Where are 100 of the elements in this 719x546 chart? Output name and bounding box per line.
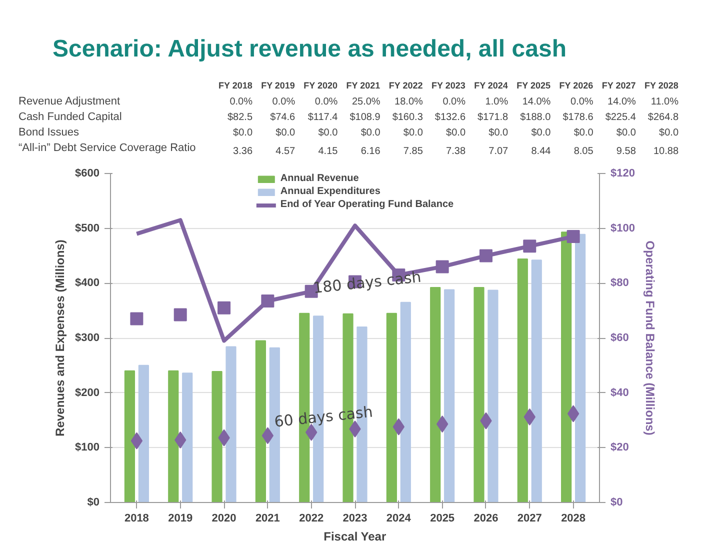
bar xyxy=(386,312,397,502)
bar xyxy=(488,290,498,502)
text: $0.0 xyxy=(446,128,466,138)
bar xyxy=(517,258,528,502)
y2-tick-label: $60 xyxy=(610,332,629,344)
text: 8.44 xyxy=(531,146,551,157)
x-tick-label: 2019 xyxy=(168,512,193,524)
text: 7.38 xyxy=(446,146,466,157)
legend-label: Annual Expenditures xyxy=(280,186,380,197)
x-tick-label: 2027 xyxy=(517,512,542,524)
text: $264.8 xyxy=(648,112,679,123)
point xyxy=(523,240,536,253)
bar xyxy=(400,302,411,502)
text: $108.9 xyxy=(350,112,380,123)
annotation: 180 days cash xyxy=(312,268,422,298)
x-tick-label: 2025 xyxy=(430,512,455,524)
bar xyxy=(561,232,572,502)
y2-tick-label: $100 xyxy=(610,222,635,234)
category-label: FY 2025 xyxy=(516,80,551,90)
y-tick-label: $200 xyxy=(75,386,100,399)
text: $0.0 xyxy=(574,128,594,138)
y-axis-title: Revenues and Expenses (Millions) xyxy=(53,240,68,436)
category-label: FY 2024 xyxy=(474,80,508,90)
bar xyxy=(531,260,542,502)
point xyxy=(174,308,187,322)
text: 0.0% xyxy=(230,96,253,108)
point xyxy=(479,249,492,262)
category-label: FY 2022 xyxy=(388,80,423,90)
text: $117.4 xyxy=(308,112,338,123)
y-tick-label: $400 xyxy=(75,277,100,290)
x-tick-label: 2021 xyxy=(255,512,280,524)
bar xyxy=(474,287,484,502)
category-label: FY 2023 xyxy=(431,80,466,90)
text: $160.3 xyxy=(392,112,423,123)
category-label: FY 2019 xyxy=(261,80,295,90)
point xyxy=(567,405,580,422)
text: 4.57 xyxy=(276,146,296,157)
bar xyxy=(226,346,236,502)
y2-axis-title: Operating Fund Balance (Millions) xyxy=(642,240,657,436)
text: 0.0% xyxy=(570,96,594,108)
text: $0.0 xyxy=(659,128,679,138)
text: 0.0% xyxy=(272,96,296,108)
category-label: Cash Funded Capital xyxy=(18,111,122,123)
point xyxy=(261,294,274,308)
category-label: FY 2028 xyxy=(644,80,678,90)
text: $225.4 xyxy=(605,112,636,123)
text: 1.0% xyxy=(485,96,508,108)
x-tick-label: 2028 xyxy=(561,512,586,524)
text: $74.6 xyxy=(270,112,296,123)
category-label: Bond Issues xyxy=(18,126,80,138)
text: 14.0% xyxy=(608,96,636,108)
text: $0.0 xyxy=(360,128,380,138)
y-tick-label: $0 xyxy=(87,496,100,508)
x-tick-label: 2018 xyxy=(124,512,149,524)
text: $0.0 xyxy=(233,128,253,138)
text: 7.07 xyxy=(488,146,508,157)
text: 11.0% xyxy=(650,96,679,108)
text: $0.0 xyxy=(616,128,636,138)
point xyxy=(130,432,143,450)
text: 0.0% xyxy=(314,96,338,108)
bar xyxy=(574,234,586,502)
point xyxy=(218,301,231,314)
y2-tick-label: $120 xyxy=(610,168,635,180)
category-label: “All-in” Debt Service Coverage Ratio xyxy=(18,142,196,154)
y2-tick-label: $40 xyxy=(610,386,629,399)
x-tick-label: 2023 xyxy=(342,512,368,524)
legend-label: Annual Revenue xyxy=(280,173,359,184)
text: 9.58 xyxy=(616,146,636,157)
annotation: 60 days cash xyxy=(273,402,374,431)
text: $171.8 xyxy=(478,112,508,123)
text: $0.0 xyxy=(276,128,296,138)
x-tick-label: 2020 xyxy=(212,512,236,524)
y2-tick-label: $0 xyxy=(610,496,623,508)
x-tick-label: 2024 xyxy=(386,512,412,524)
text: 4.15 xyxy=(318,146,338,157)
y2-tick-label: $20 xyxy=(610,442,629,454)
text: 7.85 xyxy=(403,146,423,157)
category-label: Revenue Adjustment xyxy=(18,96,120,108)
point xyxy=(566,230,580,244)
x-tick-label: 2022 xyxy=(299,512,324,524)
bar xyxy=(138,364,149,502)
legend-label: End of Year Operating Fund Balance xyxy=(280,199,454,210)
bar xyxy=(444,289,455,502)
bar xyxy=(182,372,193,502)
bar xyxy=(124,370,136,502)
point xyxy=(436,416,448,433)
text: $0.0 xyxy=(403,128,423,138)
y-tick-label: $500 xyxy=(75,222,100,234)
y-tick-label: $600 xyxy=(75,168,100,180)
text: $0.0 xyxy=(488,128,508,138)
text: 25.0% xyxy=(352,96,380,108)
text: $0.0 xyxy=(531,128,551,138)
text: 6.16 xyxy=(360,146,380,157)
bar xyxy=(430,287,441,502)
text: $82.5 xyxy=(227,112,253,123)
y-tick-label: $300 xyxy=(75,332,100,344)
bar xyxy=(255,340,266,502)
category-label: FY 2026 xyxy=(559,80,594,90)
bar xyxy=(168,370,179,502)
text: $178.6 xyxy=(562,112,594,123)
